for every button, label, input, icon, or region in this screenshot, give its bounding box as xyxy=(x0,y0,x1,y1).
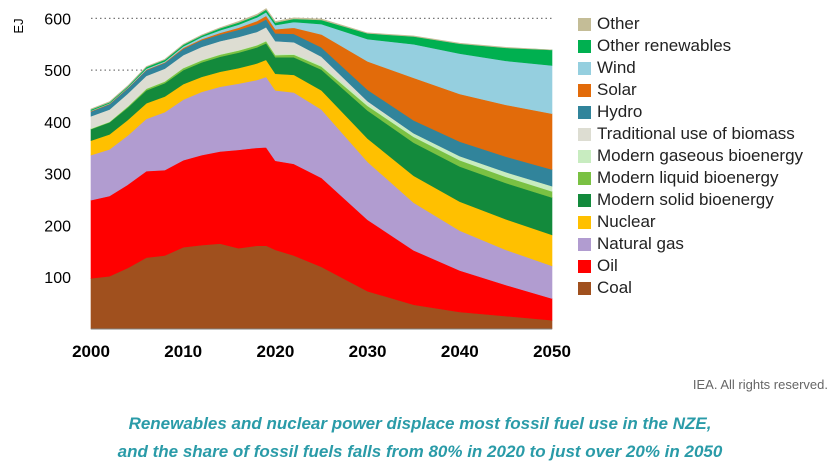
legend-label: Oil xyxy=(597,256,618,275)
legend-item-natural-gas: Natural gas xyxy=(578,233,803,255)
y-tick-100: 100 xyxy=(44,270,71,287)
legend-item-nuclear: Nuclear xyxy=(578,211,803,233)
area-series xyxy=(90,8,553,330)
legend-item-traditional-use-of-biomass: Traditional use of biomass xyxy=(578,123,803,145)
x-tick-2030: 2030 xyxy=(349,342,387,361)
legend-item-wind: Wind xyxy=(578,57,803,79)
legend-label: Modern gaseous bioenergy xyxy=(597,146,804,165)
legend-label: Hydro xyxy=(597,102,643,121)
legend-label: Natural gas xyxy=(597,234,684,253)
legend-swatch xyxy=(578,105,591,119)
y-axis-label: EJ xyxy=(11,18,26,33)
legend-swatch xyxy=(578,171,591,185)
y-tick-200: 200 xyxy=(44,218,71,235)
caption-line-1: Renewables and nuclear power displace mo… xyxy=(128,414,712,433)
x-tick-2010: 2010 xyxy=(164,342,202,361)
legend-swatch xyxy=(578,17,591,31)
x-axis-ticks: 2000 2010 2020 2030 2040 2050 xyxy=(72,342,571,361)
x-tick-2050: 2050 xyxy=(533,342,571,361)
legend-item-hydro: Hydro xyxy=(578,101,803,123)
legend-label: Other renewables xyxy=(597,36,732,55)
legend-swatch xyxy=(578,193,591,207)
legend-item-modern-gaseous-bioenergy: Modern gaseous bioenergy xyxy=(578,145,803,167)
legend-swatch xyxy=(578,259,591,273)
legend-item-coal: Coal xyxy=(578,277,803,299)
legend-swatch xyxy=(578,83,591,97)
legend-item-other: Other xyxy=(578,13,803,35)
legend-item-solar: Solar xyxy=(578,79,803,101)
legend-swatch xyxy=(578,39,591,53)
legend-item-other-renewables: Other renewables xyxy=(578,35,803,57)
legend-label: Modern solid bioenergy xyxy=(597,190,774,209)
legend-swatch xyxy=(578,127,591,141)
legend-swatch xyxy=(578,281,591,295)
area-other xyxy=(90,8,553,110)
y-tick-600: 600 xyxy=(44,11,71,28)
x-tick-2020: 2020 xyxy=(256,342,294,361)
legend-label: Other xyxy=(597,14,640,33)
legend: Other Other renewables Wind Solar Hydro Tradi… xyxy=(578,13,803,299)
legend-swatch xyxy=(578,61,591,75)
legend-swatch xyxy=(578,215,591,229)
legend-label: Traditional use of biomass xyxy=(597,124,795,143)
legend-swatch xyxy=(578,237,591,251)
x-tick-2000: 2000 xyxy=(72,342,110,361)
credit-text: IEA. All rights reserved. xyxy=(692,377,828,392)
y-tick-300: 300 xyxy=(44,167,71,184)
y-tick-400: 400 xyxy=(44,115,71,132)
legend-swatch xyxy=(578,149,591,163)
legend-label: Coal xyxy=(597,278,632,297)
legend-label: Modern liquid bioenergy xyxy=(597,168,779,187)
legend-label: Wind xyxy=(597,58,636,77)
x-tick-2040: 2040 xyxy=(441,342,479,361)
y-tick-500: 500 xyxy=(44,63,71,80)
legend-item-oil: Oil xyxy=(578,255,803,277)
y-axis-ticks: 100 200 300 400 500 600 xyxy=(44,11,71,287)
legend-label: Nuclear xyxy=(597,212,656,231)
caption-line-2: and the share of fossil fuels falls from… xyxy=(117,442,723,461)
legend-item-modern-solid-bioenergy: Modern solid bioenergy xyxy=(578,189,803,211)
legend-item-modern-liquid-bioenergy: Modern liquid bioenergy xyxy=(578,167,803,189)
legend-label: Solar xyxy=(597,80,637,99)
